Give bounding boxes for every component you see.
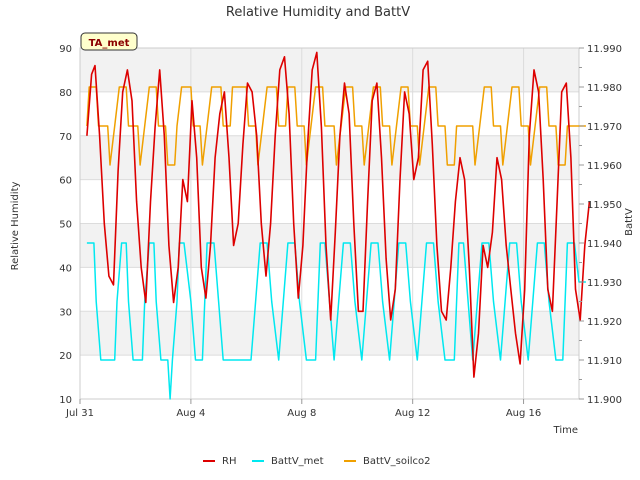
- legend-label: BattV_soilco2: [363, 456, 431, 467]
- y-left-tick-label: 20: [59, 351, 72, 362]
- y-right-tick-label: 11.920: [587, 317, 622, 328]
- y-right-tick-label: 11.900: [587, 395, 622, 406]
- y-right-tick-label: 11.950: [587, 200, 622, 211]
- y-right-tick-label: 11.930: [587, 278, 622, 289]
- x-tick-label: Aug 12: [395, 408, 430, 419]
- y-left-tick-label: 30: [59, 307, 72, 318]
- y-right-tick-label: 11.980: [587, 83, 622, 94]
- series-line-battv-met: [86, 242, 586, 400]
- y-right-tick-label: 11.990: [587, 44, 622, 55]
- y-axis-left-title: Relative Humidity: [10, 182, 21, 271]
- y-left-tick-label: 90: [59, 44, 72, 55]
- x-tick-label: Jul 31: [65, 408, 94, 419]
- grid-band: [80, 48, 579, 92]
- y-right-tick-label: 11.910: [587, 356, 622, 367]
- y-left-tick-label: 80: [59, 88, 72, 99]
- y-left-tick-label: 70: [59, 132, 72, 143]
- series-line-battv-soilco2: [86, 86, 586, 166]
- y-axis-right-title: BattV: [624, 208, 635, 236]
- legend-label: RH: [222, 456, 236, 467]
- x-tick-label: Aug 16: [506, 408, 541, 419]
- station-badge-label: TA_met: [89, 38, 130, 49]
- grid-band: [80, 223, 579, 268]
- y-left-tick-label: 50: [59, 220, 72, 231]
- station-badge: TA_met: [80, 32, 138, 51]
- y-left-tick-label: 10: [59, 395, 72, 406]
- y-right-tick-label: 11.960: [587, 161, 622, 172]
- y-right-tick-label: 11.940: [587, 239, 622, 250]
- chart-title: Relative Humidity and BattV: [226, 5, 410, 20]
- x-axis-title: Time: [553, 425, 578, 436]
- series-line-rh: [86, 51, 591, 378]
- x-tick-label: Aug 4: [176, 408, 205, 419]
- y-left-tick-label: 40: [59, 263, 72, 274]
- y-right-tick-label: 11.970: [587, 122, 622, 133]
- x-tick-label: Aug 8: [287, 408, 316, 419]
- legend-label: BattV_met: [271, 456, 324, 467]
- y-left-tick-label: 60: [59, 176, 72, 187]
- legend: RH BattV_met BattV_soilco2: [203, 456, 431, 467]
